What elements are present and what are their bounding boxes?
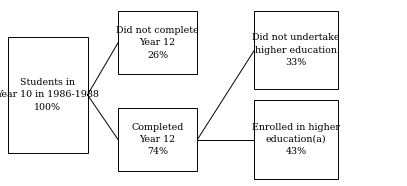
Text: Enrolled in higher
education(a)
43%: Enrolled in higher education(a) 43% (252, 123, 340, 156)
FancyBboxPatch shape (254, 11, 338, 89)
Text: Did not undertake
higher education
33%: Did not undertake higher education 33% (252, 33, 340, 67)
FancyBboxPatch shape (118, 108, 197, 171)
FancyBboxPatch shape (8, 37, 88, 153)
Text: Did not complete
Year 12
26%: Did not complete Year 12 26% (116, 26, 199, 60)
Text: Students in
Year 10 in 1986-1988
100%: Students in Year 10 in 1986-1988 100% (0, 78, 99, 112)
FancyBboxPatch shape (118, 11, 197, 74)
Text: Completed
Year 12
74%: Completed Year 12 74% (131, 123, 184, 156)
FancyBboxPatch shape (254, 100, 338, 179)
